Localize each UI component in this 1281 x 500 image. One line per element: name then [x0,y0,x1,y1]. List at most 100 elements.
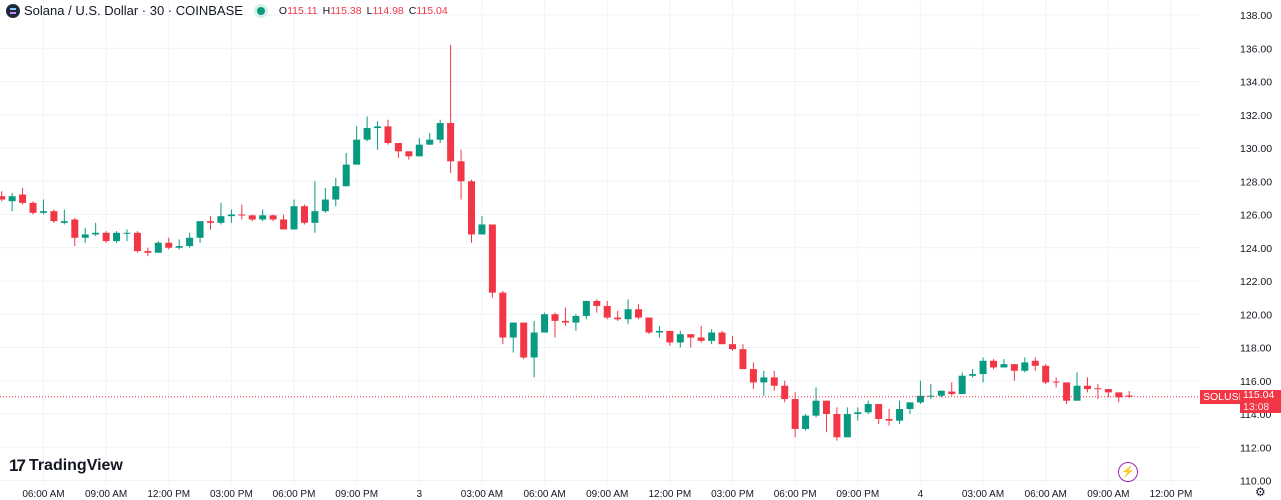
candle-body [833,414,841,438]
candle [259,209,267,222]
time-tick-label: 06:00 PM [774,489,817,500]
candle [916,380,924,405]
low-value: L114.98 [366,4,404,17]
candle-body [666,330,674,343]
time-tick-label: 3 [417,489,423,500]
candle-body [916,395,924,403]
candle [875,404,883,424]
candle [1073,372,1081,401]
candle-body [854,412,862,414]
candle [468,179,475,243]
candle-body [290,206,298,230]
candle [1021,357,1029,373]
candle [906,402,914,414]
candle [144,247,152,257]
candle [60,209,68,225]
candle-body [885,418,893,421]
candle-body [1021,362,1029,371]
candle-body [394,143,402,152]
time-axis[interactable]: 06:00 AM 09:00 AM 12:00 PM 03:00 PM 06:00 PM… [22,489,1192,500]
candle-body [1115,392,1123,398]
time-tick-label: 09:00 AM [1087,489,1129,500]
candle [760,370,768,396]
candle [363,116,371,142]
candle-body [749,369,757,383]
time-tick-label: 09:00 AM [586,489,628,500]
symbol-title[interactable]: Solana / U.S. Dollar · 30 · COINBASE [24,3,243,18]
candle [447,44,455,173]
time-tick-label: 12:00 PM [1150,489,1193,500]
candle [572,314,580,331]
candle [280,214,288,230]
candle [342,152,350,187]
candle [186,232,194,248]
candle [1094,384,1102,400]
time-tick-label: 09:00 PM [335,489,378,500]
candle-body [321,199,329,212]
candle [238,204,246,220]
candle [990,359,997,370]
bar-countdown: 13:08 [1243,400,1270,413]
candle-body [1125,395,1133,397]
candle [394,143,402,158]
candle-body [50,211,58,222]
candle [541,312,549,333]
candle-body [958,375,966,395]
tradingview-logo[interactable]: 17 TradingView [9,456,123,475]
candles [0,44,1133,441]
time-tick-label: 03:00 PM [711,489,754,500]
candle [948,382,956,396]
time-tick-label: 03:00 AM [962,489,1004,500]
candle [864,400,872,414]
candle-body [248,215,256,220]
candle [165,237,173,250]
candle-body [238,214,246,216]
candle-body [582,300,590,316]
candle [833,407,841,441]
candle [1125,391,1133,398]
candle-body [1083,385,1091,390]
candle-body [572,315,580,323]
candle [896,400,904,424]
time-tick-label: 12:00 PM [147,489,190,500]
candle [802,414,810,431]
candle-body [541,314,549,333]
candle [311,181,319,233]
candle-body [739,349,747,370]
candle-body [635,309,643,318]
candle [0,191,6,202]
time-tick-label: 06:00 PM [273,489,316,500]
candle [770,370,778,391]
time-tick-label: 06:00 AM [523,489,565,500]
time-tick-label: 09:00 PM [836,489,879,500]
price-tick-label: 132.00 [1240,110,1272,122]
candle [384,119,392,145]
candle [958,372,966,395]
price-tick-label: 138.00 [1240,10,1272,22]
price-tick-label: 128.00 [1240,176,1272,188]
candle-body [259,215,267,220]
candle [321,187,329,213]
candle-body [551,314,559,321]
symbol-label: SOLUSD [1200,390,1250,404]
candle [603,300,611,320]
candle-body [280,219,288,230]
candle [374,121,382,150]
candle [154,241,162,253]
candle [676,330,684,348]
candle [979,357,987,383]
candle-body [1094,388,1102,390]
candle-body [1031,360,1039,366]
last-price-label: 115.04 13:08 [1240,389,1281,413]
grid [0,0,1200,485]
candle [655,325,663,338]
candle [488,224,496,298]
lightning-icon[interactable]: ⚡ [1118,462,1138,482]
candle [822,400,830,433]
candle-body [781,385,789,400]
price-axis[interactable]: 110.00112.00114.00116.00118.00120.00122.… [1240,10,1272,488]
candle [781,380,789,403]
candle [92,222,100,237]
gear-icon[interactable]: ⚙ [1255,485,1266,499]
